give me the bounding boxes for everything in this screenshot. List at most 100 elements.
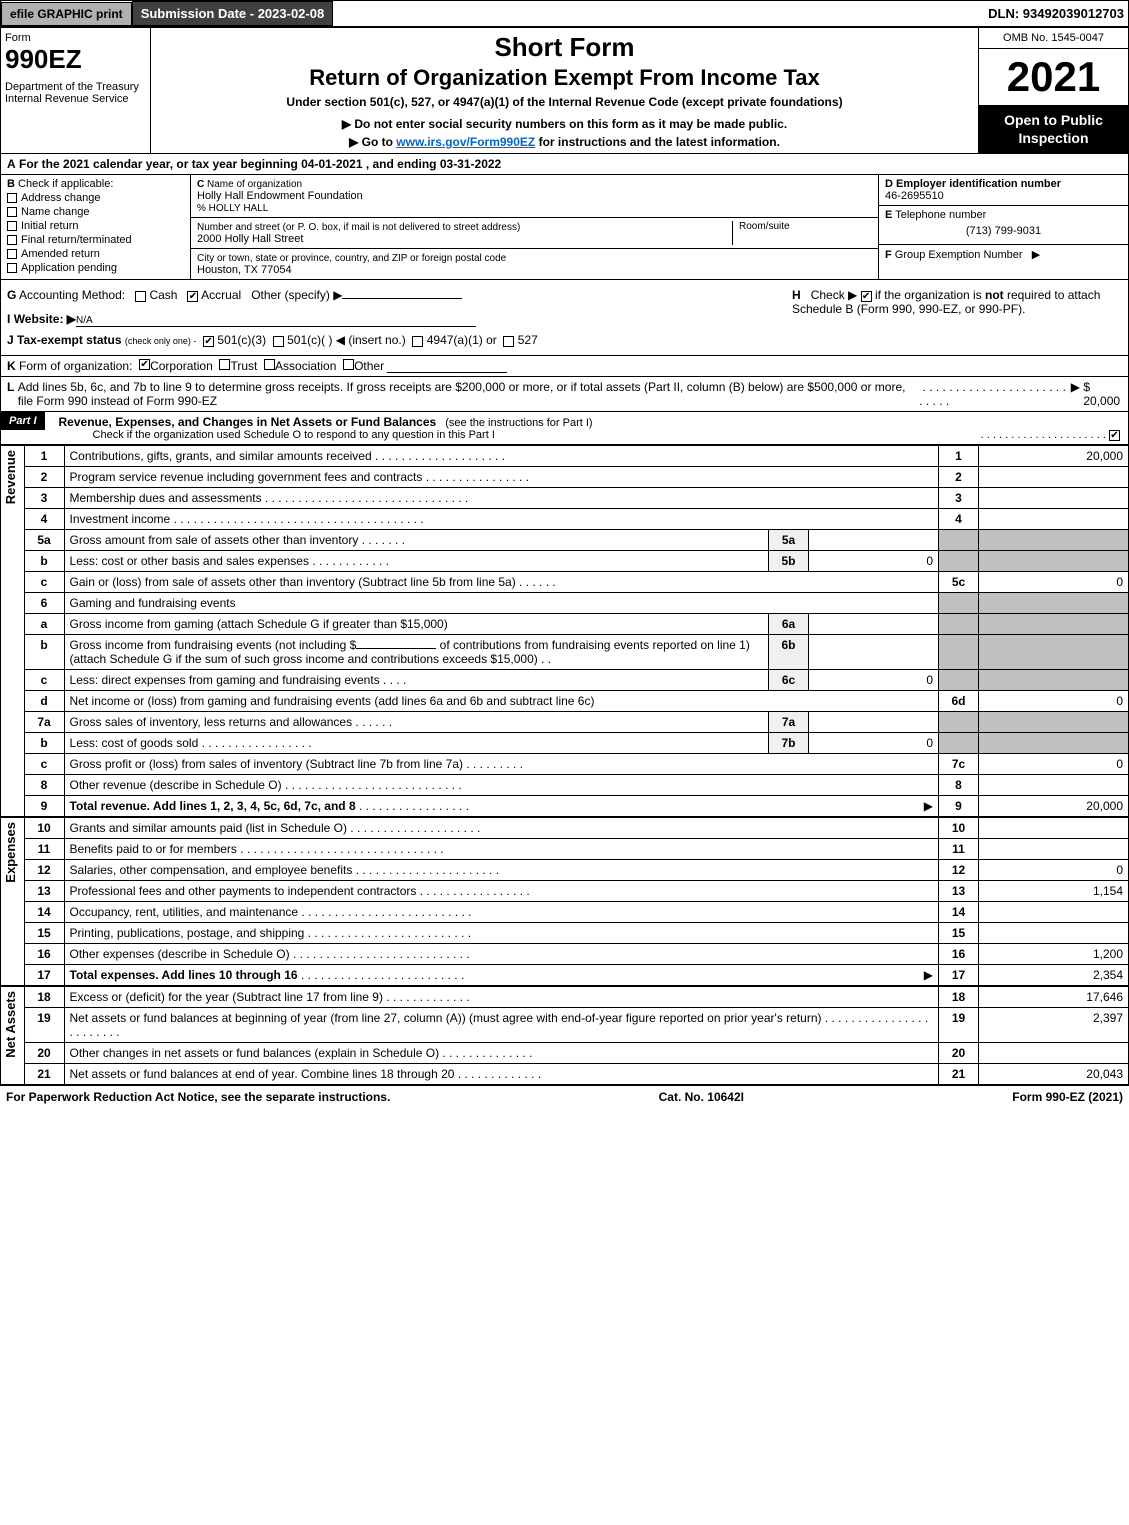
other-org-input[interactable] (387, 359, 507, 373)
line-6b-desc1: Gross income from fundraising events (no… (70, 638, 357, 652)
line-6a-subnum: 6a (769, 614, 809, 635)
irs-link[interactable]: www.irs.gov/Form990EZ (396, 135, 535, 149)
section-b-label: Check if applicable: (18, 178, 113, 190)
section-l-text: Add lines 5b, 6c, and 7b to line 9 to de… (18, 380, 920, 408)
netassets-section: Net Assets 18Excess or (deficit) for the… (0, 986, 1129, 1085)
expenses-section: Expenses 10Grants and similar amounts pa… (0, 817, 1129, 986)
h-not: not (985, 288, 1004, 302)
line-7b-subnum: 7b (769, 733, 809, 754)
page-footer: For Paperwork Reduction Act Notice, see … (0, 1085, 1129, 1108)
chk-schedule-b[interactable] (861, 291, 872, 302)
chk-address-change[interactable] (7, 193, 17, 203)
sections-b-c-d: B Check if applicable: Address change Na… (0, 175, 1129, 280)
chk-schedule-o[interactable] (1109, 430, 1120, 441)
line-7a-greyval (979, 712, 1129, 733)
line-11-value (979, 839, 1129, 860)
section-g-letter: G (7, 288, 16, 302)
line-9-desc: Total revenue. Add lines 1, 2, 3, 4, 5c,… (70, 799, 356, 813)
section-f-letter: F (885, 249, 892, 261)
chk-amended-return[interactable] (7, 249, 17, 259)
chk-name-change[interactable] (7, 207, 17, 217)
line-6b-greyval (979, 635, 1129, 670)
department-label: Department of the Treasury Internal Reve… (5, 81, 146, 105)
netassets-table: 18 Excess or (deficit) for the year (Subt… (24, 986, 1129, 1085)
line-2-rnum: 2 (939, 467, 979, 488)
501c3-label: 501(c)(3) (217, 333, 266, 347)
chk-4947[interactable] (412, 336, 423, 347)
line-2-desc: Program service revenue including govern… (70, 470, 423, 484)
line-6b-amount-input[interactable] (356, 648, 436, 649)
chk-corporation[interactable] (139, 359, 150, 370)
chk-initial-return[interactable] (7, 221, 17, 231)
section-d-letter: D (885, 178, 893, 190)
line-6-num: 6 (24, 593, 64, 614)
city-label: City or town, state or province, country… (197, 253, 506, 264)
note2-pre: ▶ Go to (349, 135, 396, 149)
line-18-desc: Excess or (deficit) for the year (Subtra… (70, 990, 383, 1004)
website-value: N/A (76, 315, 93, 326)
chk-association[interactable] (264, 359, 275, 370)
line-5b-grey (939, 551, 979, 572)
line-3-desc: Membership dues and assessments (70, 491, 262, 505)
line-6b-subval (809, 635, 939, 670)
line-6c-subval: 0 (809, 670, 939, 691)
line-3-rnum: 3 (939, 488, 979, 509)
chk-527[interactable] (503, 336, 514, 347)
line-5a-subnum: 5a (769, 530, 809, 551)
line-7c-rnum: 7c (939, 754, 979, 775)
line-13-num: 13 (24, 881, 64, 902)
line-13-desc: Professional fees and other payments to … (70, 884, 417, 898)
line-12-num: 12 (24, 860, 64, 881)
chk-application-pending[interactable] (7, 263, 17, 273)
line-6b-num: b (24, 635, 64, 670)
line-8-num: 8 (24, 775, 64, 796)
tax-year: 2021 (979, 49, 1128, 105)
phone-label: Telephone number (895, 209, 986, 221)
section-b: B Check if applicable: Address change Na… (1, 175, 191, 279)
chk-501c[interactable] (273, 336, 284, 347)
public-inspection-badge: Open to Public Inspection (979, 105, 1128, 153)
line-4-num: 4 (24, 509, 64, 530)
line-7a-grey (939, 712, 979, 733)
revenue-table: 1Contributions, gifts, grants, and simil… (24, 445, 1129, 817)
chk-accrual[interactable] (187, 291, 198, 302)
chk-other-org[interactable] (343, 359, 354, 370)
line-6a-greyval (979, 614, 1129, 635)
line-9-num: 9 (24, 796, 64, 817)
chk-trust[interactable] (219, 359, 230, 370)
line-6b-subnum: 6b (769, 635, 809, 670)
other-specify-input[interactable] (342, 298, 462, 299)
section-j-letter: J (7, 333, 14, 347)
line-9-arrow: ▶ (924, 799, 933, 813)
org-name: Holly Hall Endowment Foundation (197, 190, 363, 202)
chk-501c3[interactable] (203, 336, 214, 347)
line-7a-num: 7a (24, 712, 64, 733)
line-6c-grey (939, 670, 979, 691)
revenue-section: Revenue 1Contributions, gifts, grants, a… (0, 445, 1129, 817)
line-18-rnum: 18 (939, 987, 979, 1008)
section-i-letter: I (7, 312, 10, 326)
line-7a-subnum: 7a (769, 712, 809, 733)
line-7c-value: 0 (979, 754, 1129, 775)
line-15-desc: Printing, publications, postage, and shi… (70, 926, 305, 940)
line-5c-rnum: 5c (939, 572, 979, 593)
chk-final-return[interactable] (7, 235, 17, 245)
line-6d-desc: Net income or (loss) from gaming and fun… (64, 691, 938, 712)
line-7b-num: b (24, 733, 64, 754)
accrual-label: Accrual (201, 288, 241, 302)
line-14-value (979, 902, 1129, 923)
line-13-value: 1,154 (979, 881, 1129, 902)
line-11-rnum: 11 (939, 839, 979, 860)
care-of: % HOLLY HALL (197, 203, 268, 214)
footer-r-pre: Form (1012, 1090, 1045, 1104)
efile-print-button[interactable]: efile GRAPHIC print (1, 2, 132, 26)
line-19-rnum: 19 (939, 1008, 979, 1043)
line-11-desc: Benefits paid to or for members (70, 842, 237, 856)
line-4-value (979, 509, 1129, 530)
chk-label-5: Application pending (21, 262, 117, 274)
line-6a-num: a (24, 614, 64, 635)
chk-cash[interactable] (135, 291, 146, 302)
line-14-num: 14 (24, 902, 64, 923)
line-16-num: 16 (24, 944, 64, 965)
line-20-num: 20 (24, 1043, 64, 1064)
